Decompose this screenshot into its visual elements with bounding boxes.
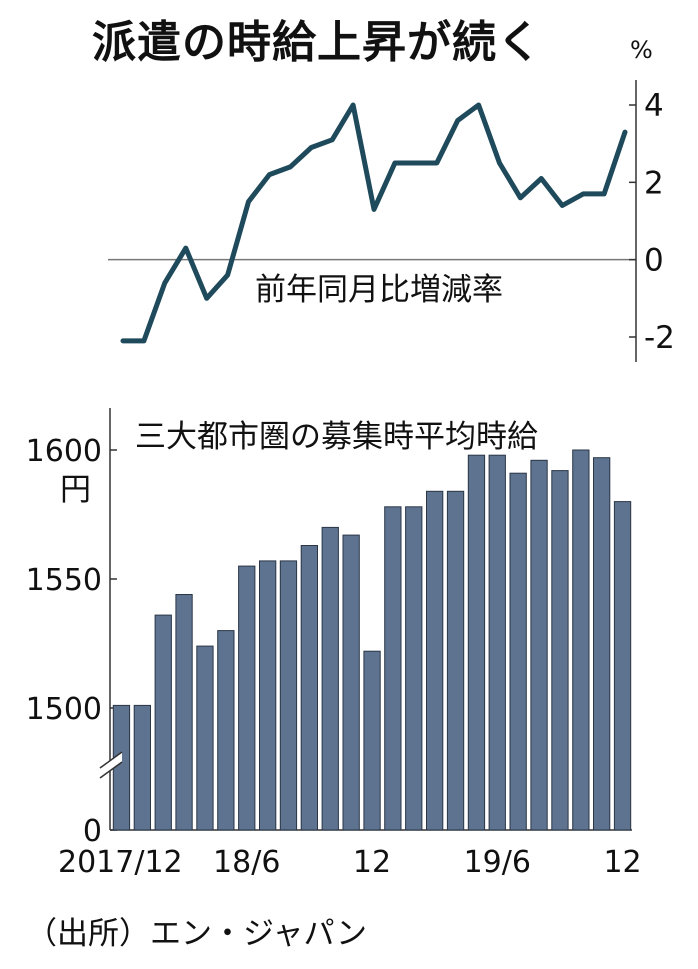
line-annotation: 前年同月比増減率 [255,272,503,308]
bar [572,449,590,831]
bar [530,459,548,831]
bar-x-tick-label: 18/6 [213,845,280,880]
bar [300,545,319,831]
line-y-tick-label: 4 [644,88,664,124]
bar-x-tick-label: 2017/12 [58,845,183,880]
line-y-tick-label: 0 [644,243,664,279]
bar [279,560,298,831]
axis-break-lines [99,751,123,779]
bar-x-tick-label: 19/6 [464,845,531,880]
bar [259,560,277,831]
bar [133,704,151,831]
line-y-tick-label: 2 [644,165,664,201]
bar-y-tick-label: 1550 [26,563,102,598]
bar [509,472,527,831]
bar [112,704,131,831]
bar [321,526,339,831]
bar [551,470,569,831]
axis-break-mark [100,752,122,778]
page-title: 派遣の時給上昇が続く [92,17,542,68]
bar-x-tick-label: 12 [603,845,641,880]
bar [405,506,423,831]
bar [217,630,235,831]
bar [175,594,193,831]
line-series [120,102,628,344]
bar [467,454,486,831]
source-note: （出所）エン・ジャパン [26,916,367,952]
bar [384,506,402,831]
bar-y-tick-label: 0 [83,814,102,849]
bar-y-tick-label: 1600 [26,434,102,469]
line-y-tick-label: -2 [644,320,675,356]
line-chart: % 4 2 0 -2 前年同月比増減率 [108,36,675,362]
bar-unit-label: 円 [60,472,91,508]
bar-chart-title: 三大都市圏の募集時平均時給 [135,419,538,455]
bar [613,501,632,831]
bar [363,650,381,831]
bar [593,457,611,831]
bar [196,645,214,831]
bar-y-tick-label: 1500 [26,692,102,727]
bar-x-tick-label: 12 [353,845,391,880]
bar [488,454,506,831]
line-unit-label: % [630,36,653,64]
bar [154,614,172,831]
bar [342,534,360,831]
bar [446,490,465,831]
bar [238,565,256,831]
bar [426,490,444,831]
